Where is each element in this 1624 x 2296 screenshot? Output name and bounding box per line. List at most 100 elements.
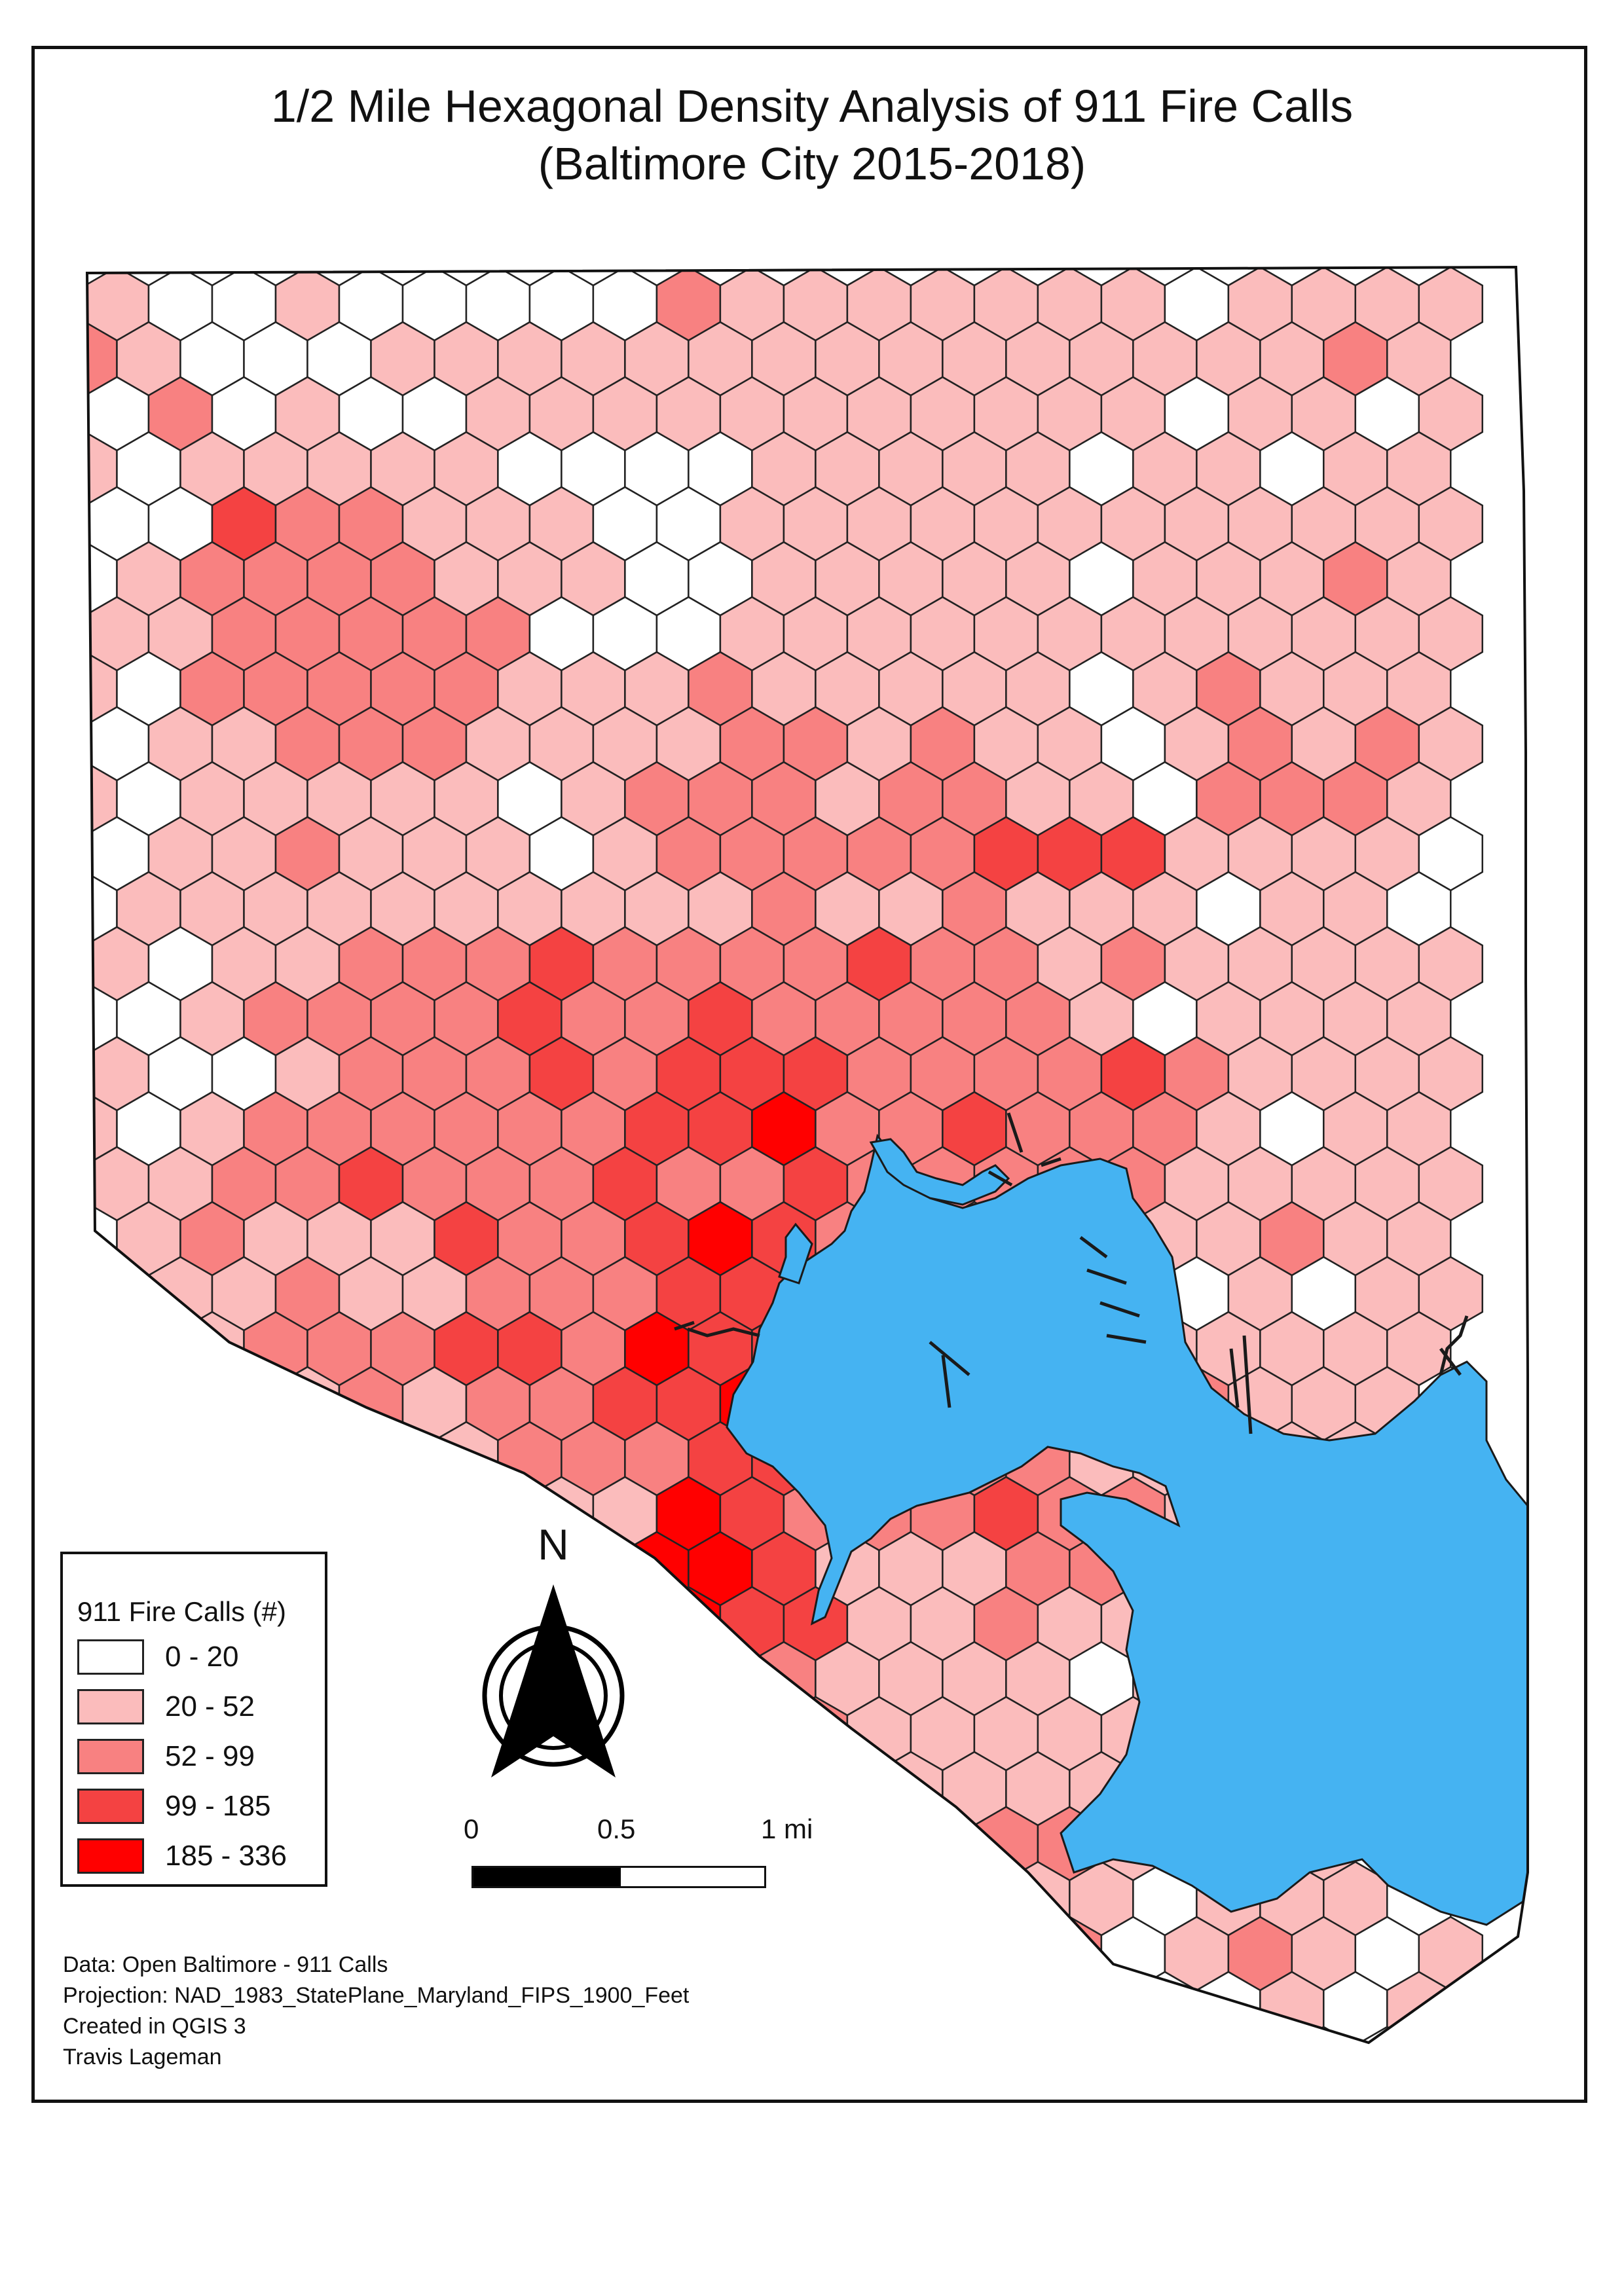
hex-cell — [274, 1476, 341, 1552]
city-boundary — [85, 265, 1529, 2045]
hex-cell — [719, 1696, 785, 1772]
north-arrow: N — [482, 1520, 625, 1777]
hex-cell — [87, 1311, 118, 1387]
hex-cell — [465, 1586, 531, 1662]
hex-cell — [212, 2137, 276, 2210]
credit-data-source: Data: Open Baltimore - 911 Calls — [63, 1952, 388, 1977]
scale-bar-body — [471, 1866, 766, 1888]
hex-cell — [1323, 2192, 1387, 2265]
hex-cell — [846, 1806, 912, 1882]
hex-cell — [783, 2026, 849, 2043]
hex-cell — [85, 2247, 149, 2296]
hex-cell — [338, 1696, 404, 1772]
hex-cell — [1165, 2137, 1228, 2210]
hex-cell — [530, 2137, 593, 2210]
hex-cell — [243, 1421, 308, 1497]
hex-cell — [1069, 2192, 1133, 2265]
hex-cell — [879, 2082, 942, 2155]
legend-swatch — [77, 1639, 144, 1675]
hex-cell — [815, 1861, 880, 1937]
hex-cell — [149, 2137, 212, 2210]
hex-cell — [87, 1421, 118, 1497]
legend: 911 Fire Calls (#) 0 - 20 20 - 52 52 - 9… — [60, 1552, 327, 1887]
hex-cell — [657, 2137, 720, 2210]
hex-cell — [1006, 2082, 1069, 2155]
legend-label: 99 - 185 — [165, 1790, 271, 1822]
map-title: 1/2 Mile Hexagonal Density Analysis of 9… — [0, 77, 1624, 192]
hex-cell — [911, 2247, 974, 2296]
hex-cell — [530, 2247, 593, 2296]
legend-title: 911 Fire Calls (#) — [77, 1596, 286, 1627]
hex-cell — [1037, 2026, 1103, 2043]
hex-cell — [655, 1696, 722, 1772]
hex-cell — [942, 1971, 1007, 2043]
hex-cell — [276, 2247, 339, 2296]
hex-cell — [720, 2247, 784, 2296]
hex-cell — [1291, 2026, 1357, 2043]
hex-cell — [625, 2082, 688, 2155]
hex-cell — [815, 1971, 880, 2043]
hex-cell — [179, 1421, 245, 1497]
hex-cell — [751, 1971, 817, 2043]
legend-swatch — [77, 1689, 144, 1724]
hex-cell — [403, 2247, 466, 2296]
hex-cell — [911, 2137, 974, 2210]
harbor-water — [674, 1112, 1528, 1926]
hex-cell — [498, 2192, 561, 2265]
credit-projection: Projection: NAD_1983_StatePlane_Maryland… — [63, 1983, 690, 2008]
hex-cell — [211, 1476, 277, 1552]
hex-cell — [1101, 2247, 1165, 2296]
hex-cell — [910, 1916, 976, 1992]
hex-cell — [688, 2192, 752, 2265]
hex-cell — [435, 2192, 498, 2265]
hex-cell — [339, 2137, 403, 2210]
hex-cell — [211, 1366, 277, 1442]
hex-cell — [783, 1916, 849, 1992]
hex-cell — [1419, 2137, 1483, 2210]
hex-cell — [116, 1311, 181, 1387]
hex-cell — [339, 2247, 403, 2296]
hex-cell — [1260, 2192, 1323, 2265]
hex-cell — [1387, 2192, 1450, 2265]
hex-cell — [1356, 2137, 1419, 2210]
hex-cell — [370, 1531, 435, 1607]
hex-cell — [878, 1861, 944, 1937]
hex-cell — [276, 2137, 339, 2210]
hex-cell — [54, 2082, 117, 2155]
hex-cell — [1292, 2247, 1356, 2296]
hex-cell — [403, 2137, 466, 2210]
shoreline-piers — [674, 1112, 1469, 1434]
legend-swatch — [77, 1789, 144, 1824]
hex-cell — [338, 1806, 404, 1882]
hex-cell — [434, 1531, 499, 1607]
credit-author: Travis Lageman — [63, 2045, 222, 2069]
hex-cell — [308, 2082, 371, 2155]
hex-cell — [1227, 2026, 1293, 2043]
hex-cell — [1069, 1971, 1134, 2043]
scale-tick-half: 0.5 — [597, 1813, 636, 1844]
hex-cell — [147, 1476, 213, 1552]
hex-cell — [624, 1641, 690, 1717]
hex-cell — [401, 1696, 468, 1772]
hex-cell — [466, 2137, 530, 2210]
hex-cell — [1196, 2082, 1260, 2155]
hex-cell — [370, 1641, 435, 1717]
hex-cell — [466, 2247, 530, 2296]
north-arrow-label: N — [538, 1520, 569, 1569]
hex-cell — [815, 2082, 879, 2155]
map-title-line-1: 1/2 Mile Hexagonal Density Analysis of 9… — [270, 81, 1354, 132]
hex-cell — [720, 2137, 784, 2210]
map-credits: Data: Open Baltimore - 911 Calls Project… — [63, 1950, 689, 2073]
hex-cell — [1133, 2082, 1196, 2155]
hex-cell — [338, 1476, 404, 1552]
hex-cell — [1418, 2026, 1484, 2043]
hex-cell — [910, 1806, 976, 1882]
hex-cell — [149, 2247, 212, 2296]
hex-cell — [561, 2192, 625, 2265]
hex-cell — [942, 2192, 1006, 2265]
map-title-line-2: (Baltimore City 2015-2018) — [538, 138, 1086, 189]
hex-cell — [1419, 2247, 1483, 2296]
hex-cell — [752, 2192, 815, 2265]
hex-cell — [910, 2026, 976, 2043]
hex-cell — [1133, 2192, 1196, 2265]
